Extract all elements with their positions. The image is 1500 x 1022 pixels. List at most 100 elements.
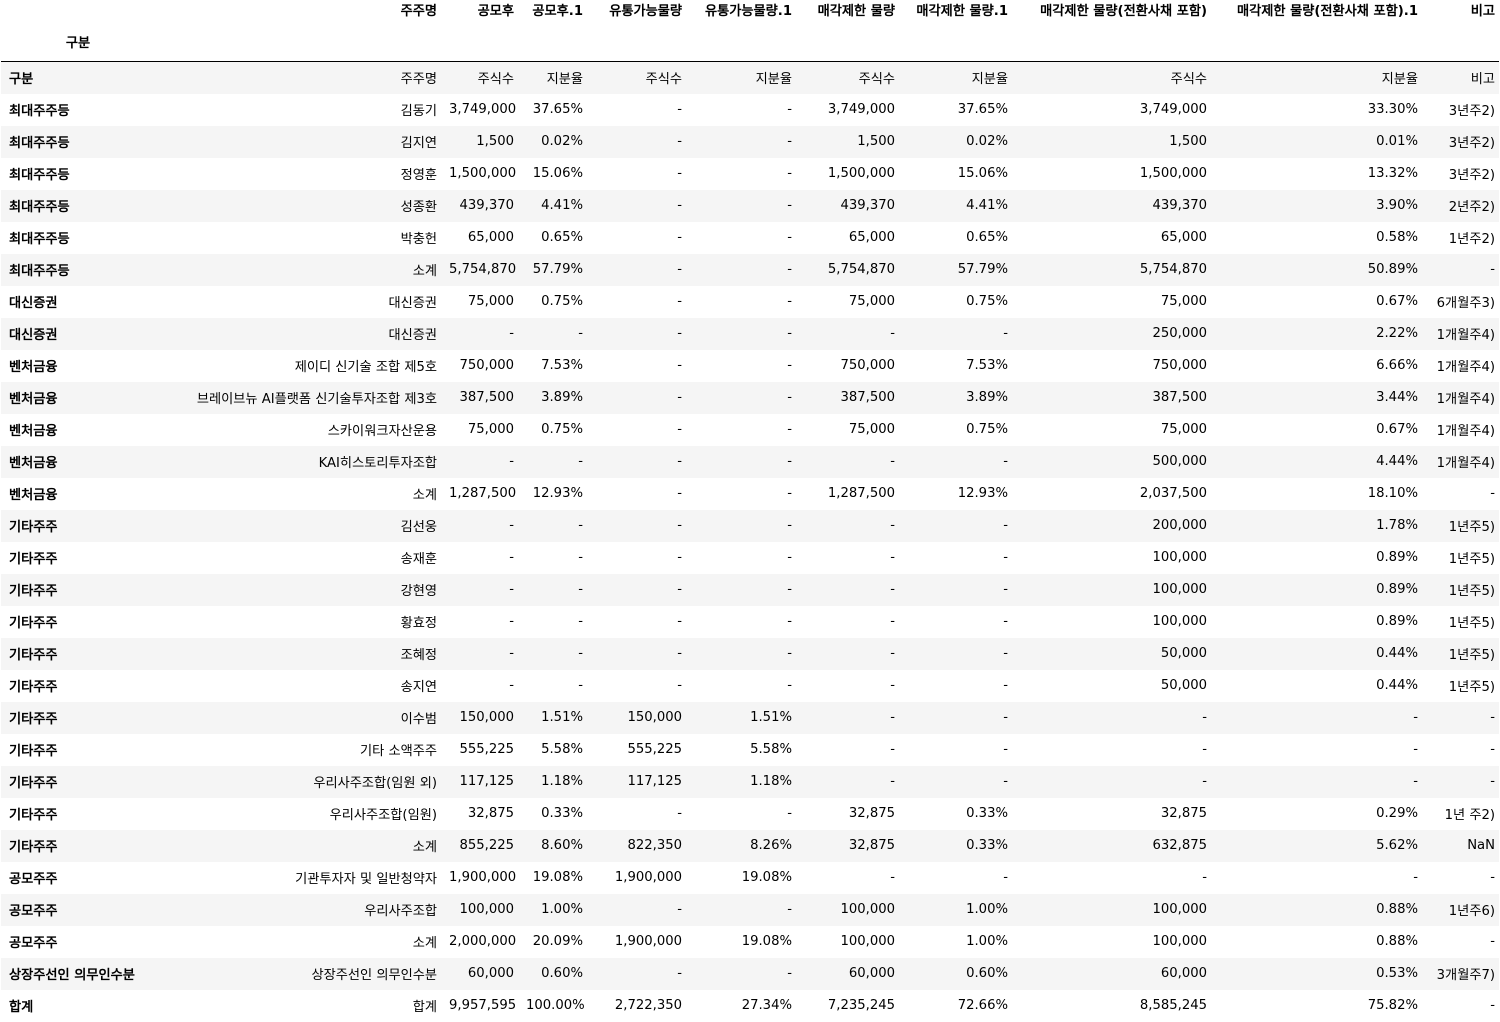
table-row: 최대주주등 소계 5,754,870 57.79% - - 5,754,870 57.79% 5…: [1, 253, 1499, 286]
table-cell: 0.01%: [1376, 134, 1418, 149]
table-cell: 소계: [412, 264, 437, 279]
table-cell: -: [890, 710, 895, 725]
table-cell: 7.53%: [541, 358, 583, 373]
table-cell: -: [1490, 774, 1495, 789]
table-cell: 1,500: [857, 134, 895, 149]
table-cell: 1.00%: [966, 902, 1008, 917]
table-cell: 5,754,870: [827, 262, 895, 277]
table-cell: 27.34%: [741, 998, 792, 1013]
table-cell: 2년주2): [1448, 200, 1495, 215]
row-group-label: 최대주주등: [9, 200, 70, 215]
row-group-label: 기타주주: [9, 616, 58, 631]
table-cell: -: [787, 390, 792, 405]
table-cell: 6.66%: [1376, 358, 1418, 373]
table-cell: -: [890, 614, 895, 629]
row-group-label: 벤처금융: [9, 488, 58, 503]
row-group-label: 대신증권: [9, 328, 58, 343]
table-cell: 2,000,000: [449, 934, 517, 949]
table-row: 공모주주 기관투자자 및 일반청약자 1,900,000 19.08% 1,900,00…: [1, 861, 1499, 894]
row-group-label: 벤처금융: [9, 456, 58, 471]
table-cell: 100.00%: [526, 998, 585, 1013]
header-cell: 공모후: [477, 4, 514, 19]
table-cell: 상장주선인 의무인수분: [311, 968, 437, 983]
row-group-label: 기타주주: [9, 552, 58, 567]
table-row: 벤처금융 KAI히스토리투자조합 - - - - - - 500,000 4.44% 1개월주4): [1, 445, 1499, 478]
table-cell: 조혜정: [400, 648, 437, 663]
row-group-label: 구분: [9, 72, 34, 88]
table-cell: 3년주2): [1448, 168, 1495, 183]
table-cell: -: [1003, 646, 1008, 661]
table-cell: 632,875: [1152, 838, 1207, 853]
table-cell: 3.44%: [1376, 390, 1418, 405]
table-cell: 1,500,000: [827, 166, 895, 181]
table-cell: 50,000: [1160, 678, 1207, 693]
table-cell: 소계: [412, 936, 437, 951]
table-cell: 1개월주4): [1436, 328, 1495, 343]
table-cell: 13.32%: [1367, 166, 1418, 181]
table-cell: 1,900,000: [614, 870, 682, 885]
table-cell: 5.58%: [541, 742, 583, 757]
table-cell: 송재훈: [400, 552, 437, 567]
table-cell: -: [677, 262, 682, 277]
table-cell: -: [787, 518, 792, 533]
table-row: 최대주주등 김지연 1,500 0.02% - - 1,500 0.02% 1,500 0.01%…: [1, 125, 1499, 158]
table-cell: 3년주2): [1448, 136, 1495, 151]
table-cell: 822,350: [627, 838, 682, 853]
table-cell: 박충헌: [400, 232, 437, 247]
table-cell: 지분율: [755, 72, 792, 88]
table-cell: 100,000: [1152, 934, 1207, 949]
table-row: 벤처금융 소계 1,287,500 12.93% - - 1,287,500 12.93% 2,…: [1, 477, 1499, 510]
table-cell: -: [890, 326, 895, 341]
table-cell: -: [677, 294, 682, 309]
table-cell: 주식수: [645, 72, 682, 88]
table-cell: 우리사주조합(임원 외): [313, 776, 437, 791]
table-row: 합계 합계 9,957,595 100.00% 2,722,350 27.34% 7,235…: [1, 989, 1499, 1022]
row-group-label: 기타주주: [9, 648, 58, 663]
header-cell: 비고: [1470, 4, 1495, 19]
row-group-label: 기타주주: [9, 712, 58, 727]
table-cell: -: [787, 902, 792, 917]
table-cell: -: [1490, 870, 1495, 885]
table-cell: 5.58%: [750, 742, 792, 757]
table-row: 기타주주 김선웅 - - - - - - 200,000 1.78% 1년주5): [1, 509, 1499, 542]
table-cell: 1.78%: [1376, 518, 1418, 533]
table-cell: 7.53%: [966, 358, 1008, 373]
row-group-label: 공모주주: [9, 936, 58, 951]
table-cell: -: [787, 486, 792, 501]
table-cell: 3개월주7): [1436, 968, 1495, 983]
table-cell: 0.65%: [966, 230, 1008, 245]
table-row: 공모주주 소계 2,000,000 20.09% 1,900,000 19.08% 100,…: [1, 925, 1499, 958]
table-cell: 117,125: [459, 774, 514, 789]
table-cell: 0.75%: [966, 294, 1008, 309]
table-cell: -: [787, 678, 792, 693]
table-cell: 57.79%: [957, 262, 1008, 277]
row-group-label: 최대주주등: [9, 264, 70, 279]
table-cell: -: [677, 326, 682, 341]
table-cell: 3,749,000: [827, 102, 895, 117]
table-row: 벤처금융 브레이브뉴 AI플랫폼 신기술투자조합 제3호 387,500 3.89% -…: [1, 381, 1499, 414]
table-cell: 100,000: [1152, 902, 1207, 917]
table-cell: 0.60%: [966, 966, 1008, 981]
table-cell: -: [787, 326, 792, 341]
table-cell: -: [509, 678, 514, 693]
table-cell: 1.18%: [541, 774, 583, 789]
table-cell: -: [509, 326, 514, 341]
header-cell: 매각제한 물량(전환사채 포함).1: [1236, 4, 1418, 19]
table-cell: 750,000: [840, 358, 895, 373]
table-cell: 0.89%: [1376, 614, 1418, 629]
table-cell: 0.88%: [1376, 934, 1418, 949]
table-row: 기타주주 송재훈 - - - - - - 100,000 0.89% 1년주5): [1, 541, 1499, 574]
header-cell: 매각제한 물량(전환사채 포함): [1040, 4, 1207, 19]
table-cell: 황효정: [400, 616, 437, 631]
table-cell: 65,000: [1160, 230, 1207, 245]
table-cell: 387,500: [840, 390, 895, 405]
table-cell: -: [1003, 326, 1008, 341]
table-cell: -: [787, 198, 792, 213]
table-cell: 57.79%: [532, 262, 583, 277]
table-cell: 지분율: [546, 72, 583, 88]
table-cell: -: [677, 198, 682, 213]
table-cell: 387,500: [459, 390, 514, 405]
table-cell: 0.29%: [1376, 806, 1418, 821]
table-cell: -: [787, 358, 792, 373]
table-cell: 15.06%: [957, 166, 1008, 181]
